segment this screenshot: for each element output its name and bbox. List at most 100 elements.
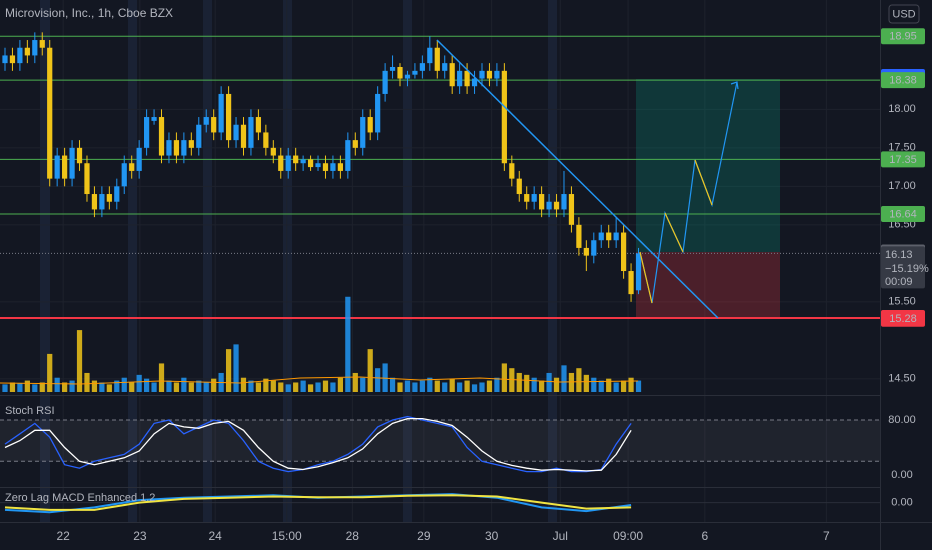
candle-body — [583, 247, 589, 256]
volume-bar — [76, 330, 83, 392]
volume-bar — [501, 363, 507, 392]
signal-line — [4, 494, 632, 511]
candle-body — [263, 132, 269, 148]
candle-body — [367, 117, 373, 133]
volume-bar — [412, 382, 418, 392]
volume-bar — [524, 374, 530, 392]
candle-body — [158, 117, 165, 156]
volume-bar — [315, 382, 321, 392]
x-tick-label: 6 — [702, 529, 709, 543]
volume-bar — [471, 384, 478, 392]
candle-body — [17, 47, 23, 64]
volume-bar — [240, 377, 247, 392]
x-tick-label: Jul — [553, 529, 568, 543]
candle-body — [628, 271, 634, 295]
stoch-band — [0, 420, 880, 462]
volume-bar — [225, 349, 232, 392]
candle-body — [516, 178, 522, 195]
volume-bar — [278, 382, 284, 392]
last-price: 16.13 — [885, 249, 913, 261]
currency-box[interactable] — [888, 4, 920, 24]
volume-bar — [99, 382, 105, 392]
candle-body — [337, 163, 343, 171]
candle-body — [561, 194, 567, 210]
volume-bar — [233, 344, 239, 392]
volume-bar — [285, 384, 291, 392]
candle-body — [606, 232, 612, 241]
x-tick-label: 09:00 — [613, 529, 643, 543]
volume-bar — [300, 380, 306, 392]
loss-zone — [636, 252, 780, 318]
volume-bar — [427, 377, 433, 392]
volume-bar — [62, 382, 68, 392]
x-tick-label: 7 — [823, 529, 830, 543]
volume-bar — [442, 382, 448, 392]
volume-bar — [389, 377, 396, 392]
volume-bar — [91, 380, 98, 392]
candle-body — [442, 63, 448, 71]
volume-bar — [47, 353, 53, 392]
volume-bar — [621, 380, 627, 392]
price-label: 18.38 — [889, 74, 917, 86]
labels: 22 23 24 15:00 28 29 30 Jul 09:00 6 718.0017.5017.… — [56, 28, 929, 543]
candle-body — [613, 232, 619, 241]
candle-body — [114, 186, 120, 202]
price-label-box — [881, 28, 925, 45]
volume-bar — [568, 372, 575, 392]
macd-title: Zero Lag MACD Enhanced 1.2 — [5, 492, 155, 504]
x-tick-label: 30 — [485, 529, 499, 543]
volume-bar — [173, 382, 180, 392]
stoch-d — [4, 417, 632, 472]
currency: USD — [892, 8, 915, 20]
candle-body — [486, 70, 493, 79]
volume-bar — [129, 382, 135, 392]
volume-bar — [591, 377, 597, 392]
arrow-head — [730, 81, 739, 90]
candle-body — [24, 47, 30, 56]
volume-bar — [404, 380, 411, 392]
candle-body — [382, 70, 388, 94]
volume-bar — [136, 374, 142, 392]
candle-body — [270, 147, 276, 156]
candle-body — [635, 253, 642, 291]
price-label-box — [881, 310, 925, 327]
projection-leg — [639, 251, 653, 304]
candle-body — [315, 163, 321, 168]
volume-bar — [24, 380, 30, 392]
volume-bar — [151, 382, 157, 392]
candle-body — [389, 66, 396, 71]
volume-bar — [464, 380, 470, 392]
candle-body — [419, 63, 425, 71]
candle-body — [151, 117, 157, 121]
trend-line — [436, 39, 719, 319]
volume-bar — [337, 377, 343, 392]
candle-body — [479, 70, 485, 79]
price-label-box — [881, 151, 925, 168]
candle-body — [621, 232, 627, 272]
last-price-box — [881, 246, 925, 289]
candle-body — [136, 147, 142, 171]
volume-bar — [270, 380, 276, 392]
candle-body — [196, 124, 202, 148]
session-band — [203, 0, 212, 522]
volume-bar — [69, 380, 75, 392]
candle-body — [76, 147, 83, 164]
candle-body — [181, 140, 187, 156]
candle-body — [173, 140, 180, 156]
volume-bar — [434, 380, 440, 392]
candle-body — [509, 163, 515, 179]
stoch-tick-label: 0.00 — [891, 469, 912, 481]
price-label-box — [881, 206, 925, 223]
candle-body — [598, 232, 604, 241]
volume-bar — [188, 382, 194, 392]
volume-bar — [39, 382, 45, 392]
y-tick-label: 18.00 — [888, 103, 916, 115]
volume-bar — [293, 382, 299, 392]
candle-body — [524, 194, 530, 202]
stoch-title: Stoch RSI — [5, 405, 55, 417]
volume-bar — [352, 372, 358, 392]
x-tick-label: 29 — [417, 529, 431, 543]
volume-bar — [9, 382, 16, 392]
candle-body — [546, 201, 552, 210]
